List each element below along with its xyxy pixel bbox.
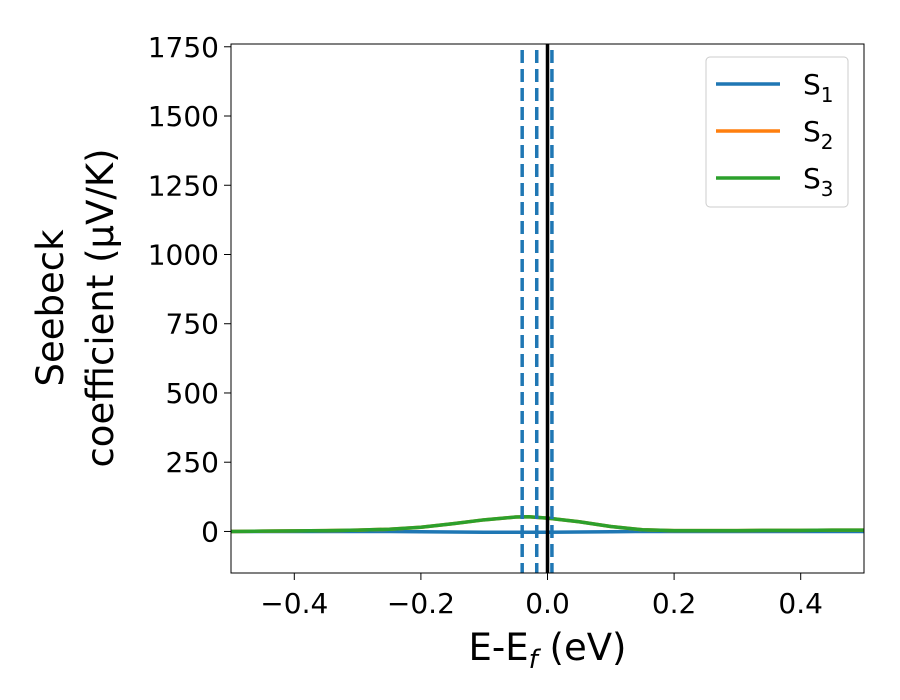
legend-name: S bbox=[803, 115, 821, 148]
x-label-main: E-E bbox=[469, 626, 529, 669]
x-tick-label: −0.2 bbox=[387, 587, 455, 620]
y-axis-label: coefficient (μV/K) bbox=[79, 148, 122, 467]
x-axis-label: E-Ef (eV) bbox=[469, 626, 627, 675]
x-tick-label: 0.0 bbox=[525, 587, 570, 620]
y-tick-label: 750 bbox=[166, 308, 219, 341]
x-tick-label: 0.4 bbox=[778, 587, 823, 620]
legend-name: S bbox=[803, 162, 821, 195]
y-tick-label: 1750 bbox=[148, 31, 219, 64]
legend-sub: 2 bbox=[821, 130, 834, 154]
plot bbox=[231, 44, 864, 573]
legend-name: S bbox=[803, 68, 821, 101]
legend-sub: 1 bbox=[821, 83, 834, 107]
legend-sub: 3 bbox=[821, 177, 834, 201]
y-tick-label: 250 bbox=[166, 446, 219, 479]
y-tick-label: 0 bbox=[201, 515, 219, 548]
axes-frame bbox=[230, 43, 865, 574]
legend-label: S3 bbox=[803, 162, 834, 201]
legend-label: S2 bbox=[803, 115, 834, 154]
y-tick-label: 1000 bbox=[148, 238, 219, 271]
y-tick-label: 1500 bbox=[148, 100, 219, 133]
y-axis-label: Seebeck bbox=[29, 229, 72, 387]
x-label-rest: (eV) bbox=[538, 626, 627, 669]
legend-label: S1 bbox=[803, 68, 834, 107]
y-tick-label: 500 bbox=[166, 377, 219, 410]
x-tick-label: 0.2 bbox=[652, 587, 697, 620]
y-tick-label: 1250 bbox=[148, 169, 219, 202]
x-tick-label: −0.4 bbox=[260, 587, 328, 620]
